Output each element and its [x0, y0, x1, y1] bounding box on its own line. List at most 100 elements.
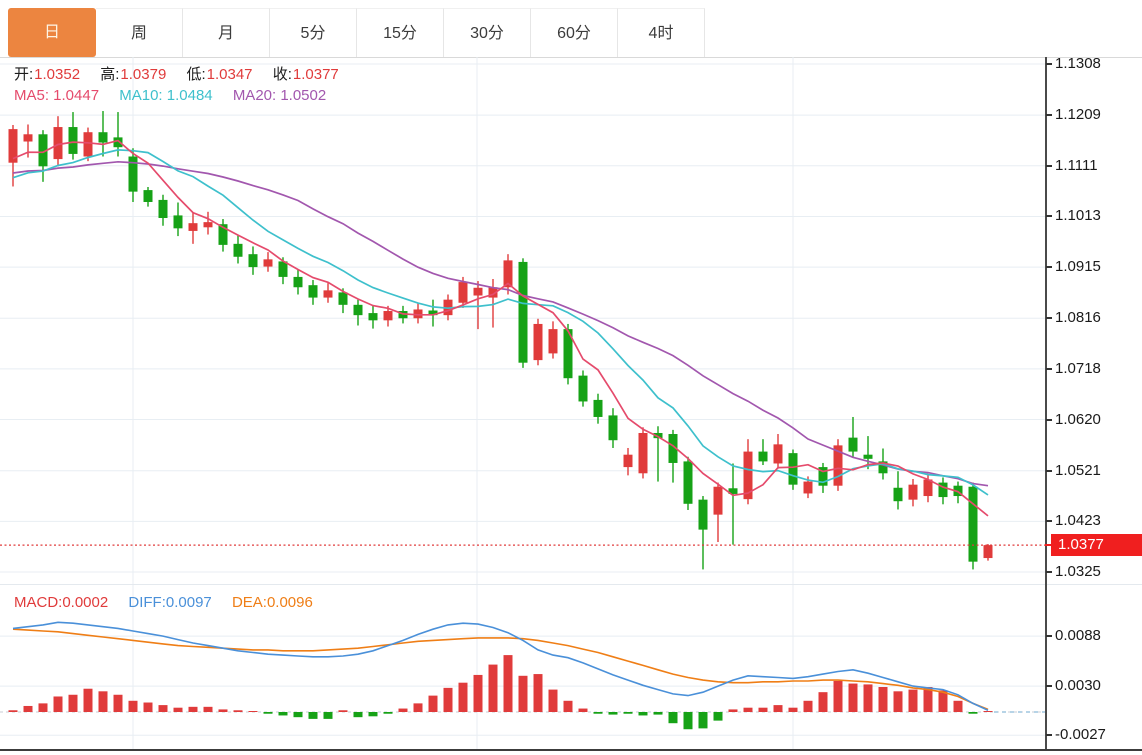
- low-value: 1.0347: [206, 66, 253, 83]
- tab-hour4[interactable]: 4时: [618, 8, 705, 57]
- axis-tick: [1046, 418, 1052, 421]
- macd-histogram-bar: [638, 712, 648, 716]
- macd-histogram-bar: [833, 680, 843, 712]
- macd-histogram-bar: [98, 691, 108, 712]
- y-axis-label: 1.0718: [1055, 359, 1101, 377]
- macd-histogram-bar: [128, 700, 138, 712]
- macd-histogram-bar: [308, 712, 318, 719]
- candle: [848, 416, 858, 457]
- open-label: 开:: [14, 66, 34, 83]
- tab-min60[interactable]: 60分: [531, 8, 618, 57]
- tabbar-divider: [0, 57, 1142, 58]
- tab-week[interactable]: 周: [96, 8, 183, 57]
- candle: [863, 436, 873, 470]
- close-label: 收:: [272, 66, 292, 83]
- macd-histogram-bar: [143, 702, 153, 712]
- tab-min30[interactable]: 30分: [444, 8, 531, 57]
- candle: [203, 211, 213, 235]
- macd-histogram-bar: [293, 712, 303, 718]
- axis-tick: [1046, 469, 1052, 472]
- candle: [38, 130, 48, 182]
- macd-value-legend: MACD:0.0002: [14, 594, 109, 611]
- macd-histogram-bar: [713, 712, 723, 721]
- macd-histogram-bar: [788, 707, 798, 712]
- macd-histogram-bar: [593, 712, 603, 714]
- macd-histogram-bar: [698, 712, 708, 729]
- tab-min15[interactable]: 15分: [357, 8, 444, 57]
- macd-histogram-bar: [608, 712, 618, 715]
- macd-histogram-bar: [728, 709, 738, 712]
- candle: [728, 463, 738, 545]
- axis-tick: [1046, 685, 1052, 688]
- y-axis-label: 1.0325: [1055, 563, 1101, 580]
- axis-tick: [1046, 367, 1052, 370]
- candle: [368, 305, 378, 329]
- axis-tick: [1046, 571, 1052, 573]
- candle: [833, 439, 843, 491]
- chart-bottom-border: [0, 749, 1142, 751]
- candle: [263, 252, 273, 272]
- candle: [338, 288, 348, 314]
- candle: [698, 496, 708, 570]
- macd-histogram-bar: [563, 700, 573, 712]
- candle: [128, 148, 138, 202]
- panel-separator: [0, 584, 1142, 585]
- tab-month[interactable]: 月: [183, 8, 270, 57]
- macd-histogram-bar: [323, 712, 333, 719]
- macd-histogram-bar: [758, 707, 768, 712]
- candle: [968, 482, 978, 570]
- macd-histogram-bar: [188, 706, 198, 712]
- macd-histogram-bar: [53, 696, 63, 712]
- macd-histogram-bar: [488, 664, 498, 712]
- candle: [428, 299, 438, 327]
- macd-histogram-bar: [473, 674, 483, 712]
- candle: [893, 471, 903, 510]
- high-value: 1.0379: [120, 66, 167, 83]
- macd-histogram-bar: [503, 655, 513, 712]
- candle: [743, 439, 753, 505]
- y-axis-label: 1.1111: [1055, 156, 1098, 174]
- macd-histogram-bar: [173, 707, 183, 712]
- macd-histogram-bar: [428, 695, 438, 712]
- candle: [923, 473, 933, 503]
- close-value: 1.0377: [292, 66, 339, 83]
- macd-histogram-bar: [548, 689, 558, 712]
- macd-histogram-bar: [83, 688, 93, 712]
- candle: [248, 246, 258, 275]
- macd-histogram-bar: [38, 703, 48, 712]
- y-axis-label: 0.0088: [1055, 627, 1101, 645]
- macd-chart-canvas[interactable]: [0, 585, 1045, 750]
- candle: [983, 544, 993, 561]
- candle: [98, 111, 108, 157]
- macd-histogram-bar: [413, 703, 423, 712]
- macd-histogram-bar: [458, 682, 468, 712]
- candle: [473, 281, 483, 330]
- axis-tick: [1046, 215, 1052, 218]
- macd-histogram-bar: [353, 712, 363, 718]
- tab-min5[interactable]: 5分: [270, 8, 357, 57]
- tab-day[interactable]: 日: [8, 8, 96, 57]
- ma5-line: [12, 139, 989, 517]
- candle: [608, 408, 618, 448]
- candle: [653, 426, 663, 482]
- y-axis-label: -0.0027: [1055, 726, 1106, 744]
- price-chart-canvas[interactable]: [0, 57, 1045, 584]
- axis-tick: [1046, 266, 1052, 269]
- candle: [188, 212, 198, 244]
- macd-histogram-bar: [623, 712, 633, 714]
- macd-histogram-bar: [158, 705, 168, 712]
- candle: [713, 482, 723, 543]
- candle: [563, 323, 573, 385]
- macd-histogram-bar: [938, 690, 948, 712]
- macd-histogram-bar: [443, 687, 453, 712]
- candle: [83, 127, 93, 162]
- macd-histogram-bar: [8, 710, 18, 712]
- candle: [638, 427, 648, 479]
- candle: [308, 280, 318, 305]
- candle: [938, 477, 948, 505]
- axis-tick: [1046, 317, 1052, 320]
- high-label: 高:: [100, 66, 120, 83]
- last-price-badge: 1.0377: [1051, 534, 1142, 557]
- y-axis-label: 1.0915: [1055, 258, 1101, 276]
